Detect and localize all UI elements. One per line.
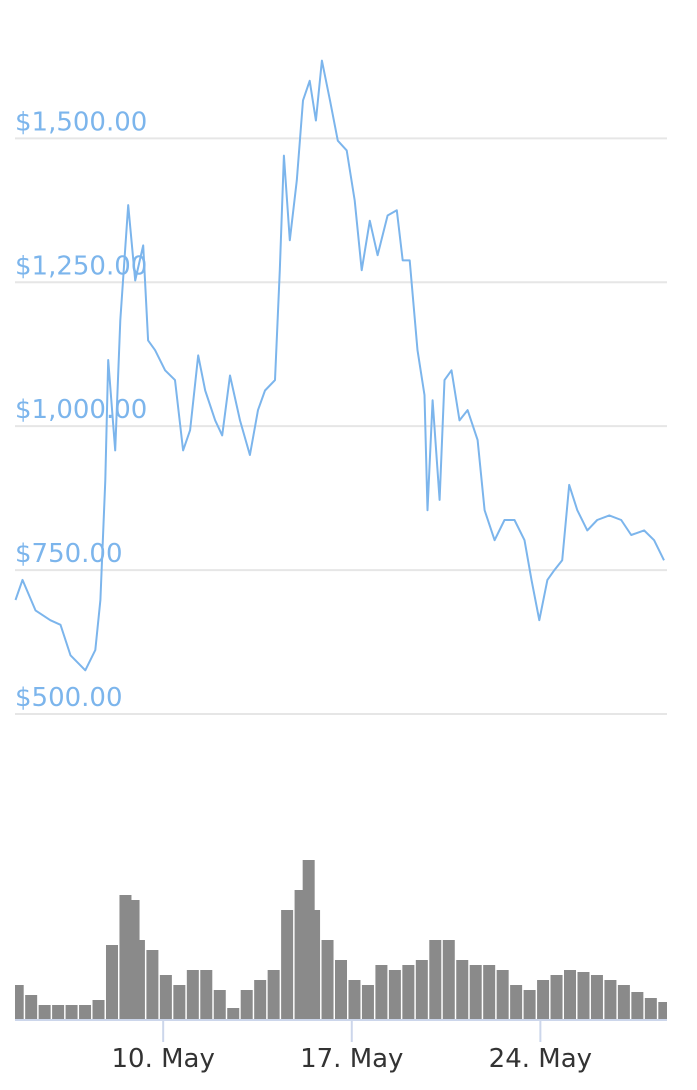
volume-bar — [388, 970, 401, 1020]
volume-bar — [496, 970, 509, 1020]
volume-bar — [617, 985, 630, 1020]
volume-bar — [173, 985, 186, 1020]
volume-bar — [348, 980, 361, 1020]
volume-bar — [254, 980, 267, 1020]
volume-bar — [375, 965, 388, 1020]
volume-bar — [335, 960, 347, 1020]
y-tick-label: $1,250.00 — [15, 251, 147, 281]
y-tick-label: $500.00 — [15, 683, 123, 713]
volume-bar — [321, 940, 334, 1020]
volume-bar — [92, 1000, 105, 1020]
volume-bar — [308, 910, 321, 1020]
volume-bar — [402, 965, 415, 1020]
volume-bar — [240, 990, 253, 1020]
price-line — [14, 59, 665, 672]
volume-bar — [442, 940, 455, 1020]
volume-bar — [415, 960, 428, 1020]
volume-bar — [564, 970, 577, 1020]
volume-bar — [105, 945, 118, 1020]
volume-bar — [159, 975, 172, 1020]
volume-bar — [281, 910, 294, 1020]
volume-bar — [65, 1005, 78, 1020]
volume-bar — [146, 950, 159, 1020]
volume-bar — [15, 985, 24, 1020]
x-tick-label: 24. May — [489, 1044, 592, 1074]
y-tick-label: $1,500.00 — [15, 107, 147, 137]
volume-bar — [132, 940, 145, 1020]
volume-bar — [227, 1008, 240, 1020]
volume-bar — [200, 970, 213, 1020]
volume-bar — [550, 975, 563, 1020]
volume-bar — [25, 995, 38, 1020]
volume-bar — [510, 985, 523, 1020]
volume-bar — [361, 985, 374, 1020]
volume-bar — [577, 972, 590, 1020]
volume-bar — [483, 965, 496, 1020]
volume-bar — [267, 970, 280, 1020]
volume-bar — [79, 1005, 92, 1020]
y-tick-label: $1,000.00 — [15, 395, 147, 425]
volume-bar — [631, 992, 644, 1020]
volume-bar — [52, 1005, 65, 1020]
volume-bar — [590, 975, 603, 1020]
x-tick-label: 17. May — [300, 1044, 403, 1074]
volume-bar — [429, 940, 442, 1020]
volume-bar — [213, 990, 226, 1020]
volume-bar — [456, 960, 469, 1020]
volume-bar — [644, 998, 657, 1020]
volume-bar — [658, 1002, 667, 1020]
volume-bar — [469, 965, 482, 1020]
y-tick-label: $750.00 — [15, 539, 123, 569]
volume-bar — [119, 895, 132, 1020]
volume-bar — [523, 990, 536, 1020]
volume-bar — [537, 980, 550, 1020]
x-tick-label: 10. May — [111, 1044, 214, 1074]
volume-bar — [604, 980, 617, 1020]
volume-bar — [38, 1005, 51, 1020]
volume-bar — [186, 970, 199, 1020]
